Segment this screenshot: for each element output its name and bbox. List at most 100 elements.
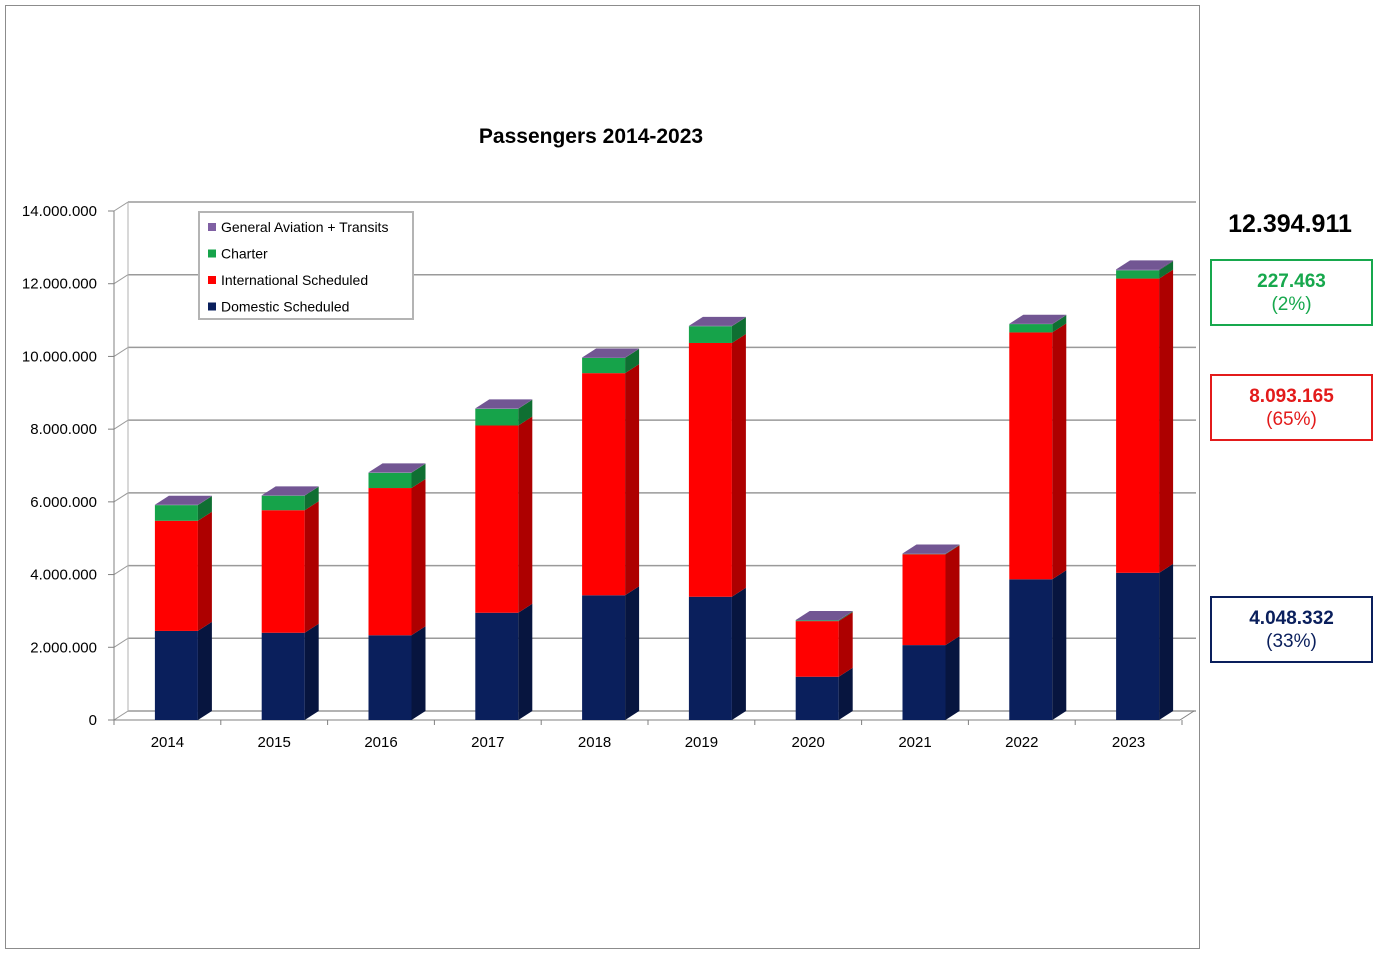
bar-segment [688,342,732,597]
bar-segment [688,326,732,343]
domestic-percent: (33%) [1266,631,1317,652]
bar-segment-side [838,611,853,622]
x-axis-depth-line [1179,710,1195,721]
international-percent: (65%) [1266,409,1317,430]
bar-top-face [1009,314,1067,324]
bar-segment-side [1052,570,1067,720]
x-tick-label: 2023 [1112,734,1145,751]
bar-segment [475,612,519,720]
bar-segment-side [197,511,212,631]
bar-segment-side [945,544,960,555]
bar-segment-side [518,416,533,613]
international-value: 8.093.165 [1249,386,1334,407]
bar-segment-side [625,348,640,358]
bar-segment [1116,278,1160,573]
bar-segment [902,554,946,646]
bar-segment-side [625,348,640,374]
y-tick-label: 8.000.000 [30,421,97,438]
y-tick-label: 12.000.000 [22,276,97,293]
domestic-summary-box: 4.048.332 (33%) [1210,596,1373,663]
gridline-diagonal [113,274,129,285]
bar-segment-side [518,399,533,409]
x-tick-label: 2017 [471,734,504,751]
bar-segment [1009,324,1053,333]
y-tick-label: 10.000.000 [22,348,97,365]
x-tick-label: 2016 [364,734,397,751]
legend-label: Domestic Scheduled [221,299,349,315]
y-tick-label: 0 [89,712,97,729]
bar-segment [261,632,305,720]
bar-top-face [261,486,319,496]
bar-segment [1009,332,1053,580]
tick-labels: 0 2.000.000 4.000.000 6.000.000 8.000.000 10.… [22,203,1145,751]
gridline-diagonal [113,565,129,575]
bar-top-face [1116,260,1174,270]
bar-segment [475,408,519,426]
bar-segment-side [1159,269,1174,573]
bar-segment-side [1159,563,1174,720]
bar-segment-side [304,501,319,633]
bar-segment-side [625,586,640,720]
bar-segment [795,621,839,677]
charter-summary-box: 227.463 (2%) [1210,259,1373,326]
gridline-diagonal [113,201,129,212]
bar-segment [1116,572,1160,720]
bar-segment-side [838,667,853,720]
bar-segment-side [945,545,960,646]
bar-segment [902,645,946,720]
gridline-diagonal [113,710,129,721]
bar-segment [1116,269,1160,271]
bar-top-face [368,463,426,473]
bar-segment-side [1052,314,1067,325]
bar-top-face [154,495,212,505]
bar-segment [154,630,198,720]
bar-segment-side [518,603,533,720]
charter-value: 227.463 [1257,271,1326,292]
bar-top-face [475,399,533,409]
chart-title: Passengers 2014-2023 [479,125,703,148]
x-tick-label: 2018 [578,734,611,751]
bars [154,260,1174,720]
bar-segment-side [411,463,426,489]
bar-segment-side [731,316,746,327]
bar-segment [688,596,732,720]
gridline-diagonal [113,492,129,503]
bar-segment [582,357,626,374]
bar-segment [795,676,839,720]
bar-segment [1009,579,1053,720]
bar-segment-side [731,333,746,597]
x-tick-label: 2022 [1005,734,1038,751]
bar-segment [1116,270,1160,279]
gridline-diagonal [113,637,129,648]
legend-swatch [208,249,216,258]
bar-segment-side [518,399,533,426]
bar-segment-side [1052,323,1067,580]
bar-segment-side [197,621,212,720]
legend-label: General Aviation + Transits [221,219,388,235]
bar-segment-side [411,463,426,473]
legend-label: Charter [221,246,268,262]
bar-segment-side [304,486,319,496]
charter-percent: (2%) [1271,294,1312,315]
bar-segment-side [731,317,746,343]
bar-segment [582,595,626,720]
gridline-diagonal [113,347,129,357]
bar-segment [368,635,412,720]
bar-segment-side [1159,260,1174,271]
x-tick-label: 2019 [685,734,718,751]
legend-swatch [208,223,216,231]
bar-segment [582,373,626,596]
legend-box [198,211,414,320]
bar-top-face [795,611,853,621]
gridline-diagonal [113,419,129,430]
bar-segment-side [197,495,212,506]
bar-top-face [902,544,960,554]
bar-segment-side [1159,261,1174,279]
legend-swatch [208,276,216,284]
bar-segment-side [731,587,746,720]
chart-svg: 0 2.000.000 4.000.000 6.000.000 8.000.000 10.… [22,125,1196,751]
bar-segment [154,505,198,521]
x-tick-label: 2015 [258,734,291,751]
bar-segment-side [945,636,960,720]
bar-segment-side [838,612,853,677]
